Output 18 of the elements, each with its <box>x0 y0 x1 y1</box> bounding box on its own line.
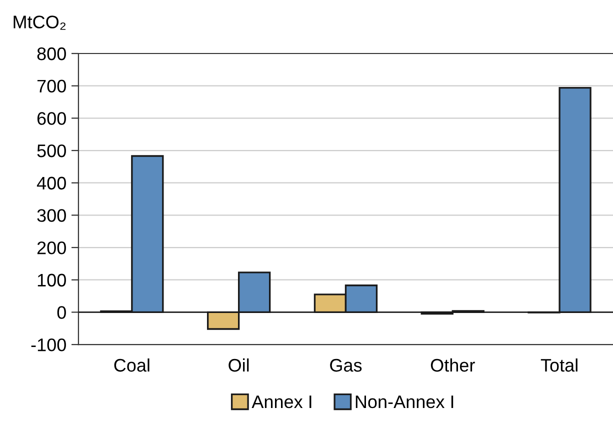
y-tick-label: 100 <box>38 274 66 287</box>
x-tick-label: Gas <box>330 358 362 372</box>
y-tick-label: 200 <box>37 241 66 254</box>
y-tick-label: 400 <box>36 176 66 190</box>
x-tick-label: Total <box>540 358 578 372</box>
y-tick-label: 700 <box>37 80 66 93</box>
y-tick-label: 300 <box>37 209 66 222</box>
y-tick-label: 500 <box>37 144 66 158</box>
y-tick-label: 600 <box>37 112 66 125</box>
x-tick-label: Coal <box>114 358 150 372</box>
y-tick-label: 800 <box>37 47 66 60</box>
x-tick-label: Other <box>430 358 475 372</box>
x-tick-label: Oil <box>228 358 249 372</box>
legend-label: Annex I <box>252 396 312 408</box>
y-axis-title: MtCO₂ <box>14 16 66 30</box>
y-tick-label: 0 <box>57 306 66 319</box>
y-tick-label: -100 <box>31 338 66 352</box>
legend-label: Non-Annex I <box>356 396 454 408</box>
